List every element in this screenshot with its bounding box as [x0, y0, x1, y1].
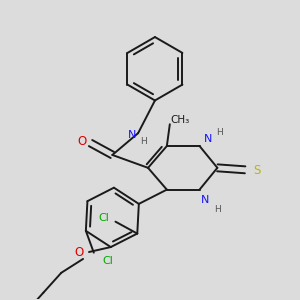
- Text: N: N: [128, 130, 136, 140]
- Text: H: H: [216, 128, 223, 137]
- Text: H: H: [214, 205, 221, 214]
- Text: Cl: Cl: [102, 256, 113, 266]
- Text: N: N: [201, 194, 210, 205]
- Text: O: O: [77, 135, 86, 148]
- Text: N: N: [204, 134, 213, 144]
- Text: CH₃: CH₃: [170, 115, 189, 125]
- Text: H: H: [140, 136, 146, 146]
- Text: O: O: [74, 247, 84, 260]
- Text: Cl: Cl: [98, 213, 109, 223]
- Text: S: S: [253, 164, 261, 177]
